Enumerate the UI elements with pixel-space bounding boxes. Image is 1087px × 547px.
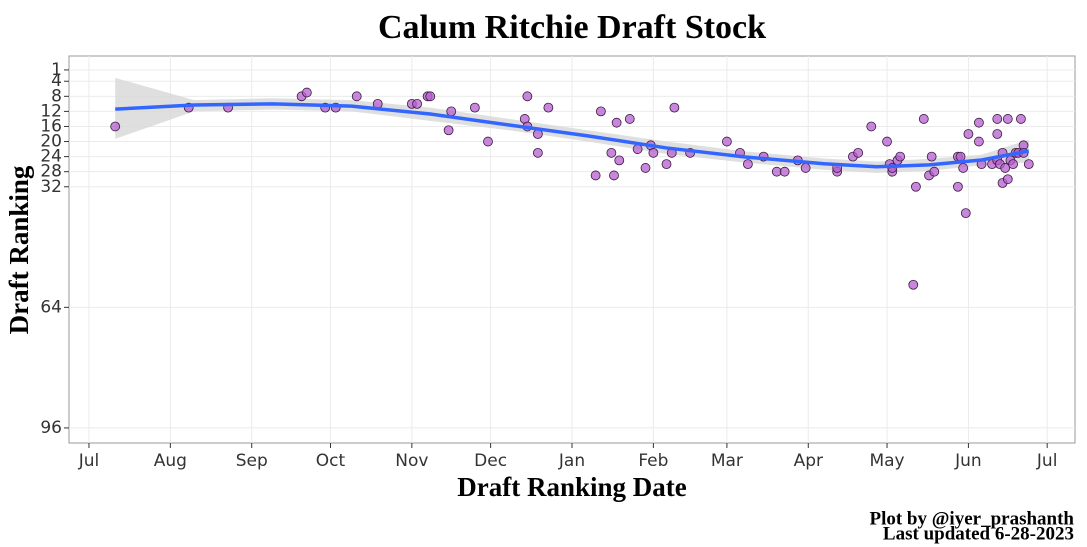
y-tick-label: 12: [40, 101, 62, 121]
y-tick-label: 16: [40, 116, 62, 136]
data-point: [1002, 174, 1013, 185]
data-point: [640, 163, 651, 173]
y-tick-label: 4: [51, 71, 62, 91]
x-tick-label: Apr: [794, 451, 823, 471]
data-point: [412, 98, 423, 109]
x-tick-label: Mar: [711, 451, 743, 471]
x-tick-label: May: [869, 451, 904, 471]
data-point: [543, 102, 554, 113]
x-tick-label: Aug: [154, 451, 187, 471]
data-point: [1000, 163, 1011, 173]
data-point: [882, 136, 892, 147]
data-point: [595, 106, 606, 117]
data-point: [911, 181, 921, 192]
data-point: [606, 147, 617, 158]
data-point: [955, 151, 966, 162]
x-axis-title: Draft Ranking Date: [457, 472, 687, 502]
x-tick-label: Sep: [236, 451, 268, 471]
data-point: [648, 147, 659, 158]
data-point: [974, 136, 984, 147]
data-point: [800, 163, 811, 173]
x-tick-label: Feb: [638, 451, 668, 471]
data-point: [918, 114, 929, 124]
smooth-line: [115, 102, 1030, 169]
data-point: [929, 166, 940, 177]
data-point: [953, 181, 963, 192]
data-point: [866, 121, 877, 132]
data-point: [425, 91, 436, 102]
y-axis-title: Draft Ranking: [4, 165, 34, 334]
y-tick-label: 8: [51, 86, 62, 106]
data-point: [926, 151, 937, 162]
data-point: [779, 166, 790, 177]
data-point: [609, 170, 619, 181]
data-point: [110, 121, 121, 132]
data-point: [992, 129, 1003, 139]
x-tick-label: Jan: [558, 451, 585, 471]
data-point: [853, 147, 864, 158]
data-point: [443, 125, 454, 136]
data-point: [958, 163, 969, 173]
data-point: [614, 155, 625, 166]
data-point: [532, 147, 543, 158]
data-point: [469, 102, 480, 113]
data-point: [632, 144, 643, 154]
data-point: [721, 136, 732, 147]
data-point: [446, 106, 457, 117]
data-point: [895, 151, 906, 162]
data-point: [963, 129, 974, 139]
x-tick-label: Jul: [1036, 451, 1058, 471]
x-tick-label: Nov: [395, 451, 428, 471]
data-point: [522, 91, 533, 102]
caption: Plot by @iyer_prashanth: [869, 508, 1074, 529]
data-point: [1023, 159, 1034, 170]
data-point: [908, 279, 919, 290]
data-point: [992, 114, 1003, 124]
x-tick-label: Dec: [474, 451, 507, 471]
data-point: [742, 159, 753, 170]
y-tick-label: 28: [40, 162, 62, 182]
data-point: [669, 102, 680, 113]
y-tick-label: 24: [40, 147, 62, 167]
y-tick-label: 64: [40, 297, 62, 317]
y-tick-label: 20: [40, 132, 62, 152]
caption: Last updated 6-28-2023: [883, 523, 1074, 544]
y-tick-label: 32: [40, 177, 62, 197]
data-point: [1008, 159, 1018, 170]
data-point: [590, 170, 601, 181]
y-tick-label: 96: [40, 418, 62, 438]
y-tick-label: 1: [51, 60, 62, 80]
data-point: [960, 208, 971, 219]
data-point: [624, 114, 635, 124]
data-point: [1016, 114, 1026, 124]
x-tick-label: Jun: [954, 451, 982, 471]
x-tick-label: Oct: [316, 451, 346, 471]
data-point: [611, 117, 622, 128]
data-point: [661, 159, 672, 170]
chart-title: Calum Ritchie Draft Stock: [378, 9, 766, 46]
data-point: [351, 91, 362, 102]
data-point: [483, 136, 493, 147]
data-point: [974, 117, 984, 128]
x-tick-label: Jul: [78, 451, 100, 471]
confidence-band: [115, 77, 1029, 173]
data-point: [301, 87, 312, 98]
data-point: [1002, 114, 1013, 124]
